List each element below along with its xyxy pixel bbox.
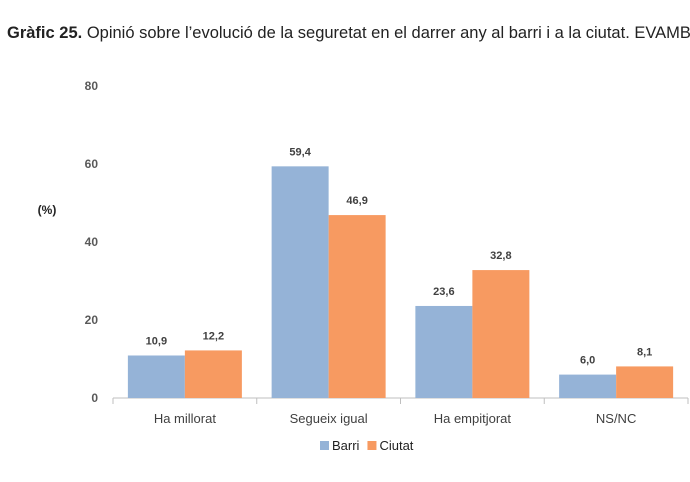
- y-tick-label: 20: [85, 313, 99, 327]
- data-label-barri: 59,4: [289, 146, 311, 158]
- legend-swatch-ciutat: [367, 441, 377, 450]
- bar-barri: [415, 305, 473, 398]
- bar-ciutat: [328, 215, 386, 398]
- legend-label-ciutat: Ciutat: [379, 438, 413, 453]
- y-axis-label: (%): [38, 203, 57, 217]
- bar-ciutat: [472, 270, 530, 398]
- chart-title: Gràfic 25. Opinió sobre l’evolució de la…: [7, 24, 690, 43]
- data-label-barri: 23,6: [433, 286, 454, 298]
- bar-barri: [559, 374, 617, 398]
- y-tick-label: 40: [85, 235, 99, 249]
- data-label-ciutat: 32,8: [490, 250, 511, 262]
- chart-title-text: Opinió sobre l’evolució de la seguretat …: [86, 24, 690, 42]
- x-tick-label: Ha millorat: [154, 411, 217, 426]
- y-tick-label: 80: [85, 79, 99, 93]
- data-label-ciutat: 12,2: [203, 330, 224, 342]
- data-label-barri: 10,9: [146, 335, 167, 347]
- legend-label-barri: Barri: [332, 438, 360, 453]
- bar-ciutat: [184, 350, 242, 398]
- y-tick-label: 60: [85, 157, 99, 171]
- data-label-ciutat: 46,9: [346, 195, 367, 207]
- x-tick-label: NS/NC: [596, 411, 636, 426]
- data-label-barri: 6,0: [580, 355, 595, 367]
- bar-barri: [271, 166, 329, 398]
- x-tick-label: Ha empitjorat: [434, 411, 512, 426]
- bar-barri: [127, 355, 185, 398]
- data-label-ciutat: 8,1: [637, 346, 652, 358]
- y-tick-label: 0: [91, 391, 98, 405]
- legend-swatch-barri: [320, 441, 329, 450]
- bar-ciutat: [616, 366, 674, 398]
- x-tick-label: Segueix igual: [290, 411, 368, 426]
- chart-title-number: Gràfic 25.: [7, 24, 83, 42]
